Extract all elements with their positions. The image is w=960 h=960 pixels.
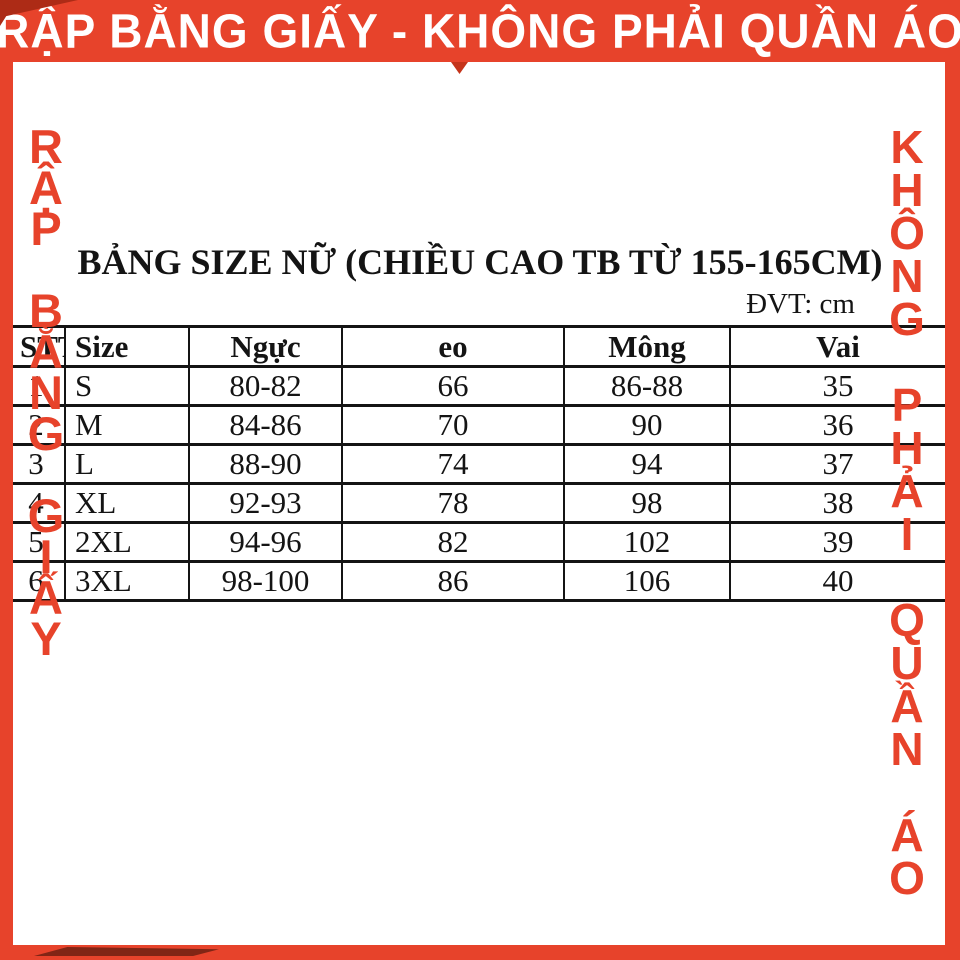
vertical-letter: N: [890, 250, 924, 302]
frame-left-border: [0, 62, 13, 960]
vertical-letter-gap: [883, 771, 931, 814]
vertical-letter: P: [30, 202, 62, 255]
cell: 37: [729, 443, 947, 485]
vertical-letter: H: [890, 164, 924, 216]
cell: 88-90: [188, 443, 343, 485]
vertical-letter: N: [29, 366, 63, 419]
cell: 80-82: [188, 365, 343, 407]
cell: 92-93: [188, 482, 343, 524]
header-row: STTSizeNgựceoMôngVai: [6, 325, 947, 368]
table-row: 4 XL 92-93 78 98 38: [6, 482, 947, 524]
cell: 38: [729, 482, 947, 524]
cell: L: [64, 443, 190, 485]
table-row: 3 L 88-90 74 94 37: [6, 443, 947, 485]
cell: 86: [341, 560, 565, 602]
cell: 39: [729, 521, 947, 563]
vertical-letter: Q: [889, 594, 925, 646]
vertical-letter: Ô: [889, 207, 925, 259]
vertical-letter: Á: [890, 809, 924, 861]
vertical-letter: Ậ: [29, 161, 63, 214]
cell: 5: [6, 521, 66, 563]
column-header-5: Vai: [729, 325, 947, 368]
vertical-letter: I: [900, 508, 914, 560]
table-row: 1 S 80-82 66 86-88 35: [6, 365, 947, 407]
banner-text: RẬP BẰNG GIẤY - KHÔNG PHẢI QUẦN ÁO: [0, 3, 960, 59]
size-chart-title: BẢNG SIZE NỮ (CHIỀU CAO TB TỪ 155-165CM): [77, 242, 883, 282]
size-table: STTSizeNgựceoMôngVai1S80-826686-88352M84…: [6, 325, 947, 602]
column-header-1: Size: [64, 325, 190, 368]
cell: 106: [563, 560, 731, 602]
cell: 94: [563, 443, 731, 485]
cell: 3XL: [64, 560, 190, 602]
vertical-letter: Ầ: [890, 680, 924, 732]
vertical-letter: I: [39, 530, 53, 583]
table-row: 6 3XL 98-100 86 106 40: [6, 560, 947, 602]
cell: 70: [341, 404, 565, 446]
cell: 90: [563, 404, 731, 446]
cell: 66: [341, 365, 565, 407]
vertical-letter: K: [890, 121, 924, 173]
vertical-letter: Ả: [890, 465, 924, 517]
frame-right-border: [945, 62, 960, 960]
cell: 35: [729, 365, 947, 407]
vertical-letter: G: [27, 489, 65, 542]
vertical-letter: Ấ: [29, 571, 63, 624]
vertical-letter: P: [891, 379, 923, 431]
vertical-letter: G: [27, 407, 65, 460]
vertical-letter: R: [29, 120, 63, 173]
column-header-4: Mông: [563, 325, 731, 368]
cell: 1: [6, 365, 66, 407]
cell: 86-88: [563, 365, 731, 407]
vertical-letter: U: [890, 637, 924, 689]
cell: 4: [6, 482, 66, 524]
vertical-letter: Y: [30, 612, 62, 665]
vertical-letter: G: [889, 293, 925, 345]
vertical-letter: H: [890, 422, 924, 474]
cell: M: [64, 404, 190, 446]
unit-label: ĐVT: cm: [746, 288, 855, 320]
column-header-0: STT: [6, 325, 66, 368]
frame-bottom-border: [0, 945, 960, 960]
column-header-2: Ngực: [188, 325, 343, 368]
cell: 98: [563, 482, 731, 524]
cell: 74: [341, 443, 565, 485]
cell: 36: [729, 404, 947, 446]
vertical-letter: N: [890, 723, 924, 775]
vertical-letter-gap: [883, 556, 931, 599]
cell: 82: [341, 521, 565, 563]
cell: XL: [64, 482, 190, 524]
cell: 84-86: [188, 404, 343, 446]
cell: 94-96: [188, 521, 343, 563]
cell: S: [64, 365, 190, 407]
banner-tail-decoration: [451, 62, 468, 74]
column-header-3: eo: [341, 325, 565, 368]
cell: 2XL: [64, 521, 190, 563]
cell: 2: [6, 404, 66, 446]
ink-smudge-decoration: [34, 947, 219, 956]
table-row: 2 M 84-86 70 90 36: [6, 404, 947, 446]
cell: 102: [563, 521, 731, 563]
vertical-letter: B: [29, 284, 63, 337]
cell: 78: [341, 482, 565, 524]
vertical-letter: Ằ: [29, 325, 63, 378]
cell: 40: [729, 560, 947, 602]
table-row: 5 2XL 94-96 82 102 39: [6, 521, 947, 563]
vertical-letter-gap: [883, 341, 931, 384]
cell: 98-100: [188, 560, 343, 602]
vertical-letter: O: [889, 852, 925, 904]
top-banner: RẬP BẰNG GIẤY - KHÔNG PHẢI QUẦN ÁO: [0, 0, 960, 62]
